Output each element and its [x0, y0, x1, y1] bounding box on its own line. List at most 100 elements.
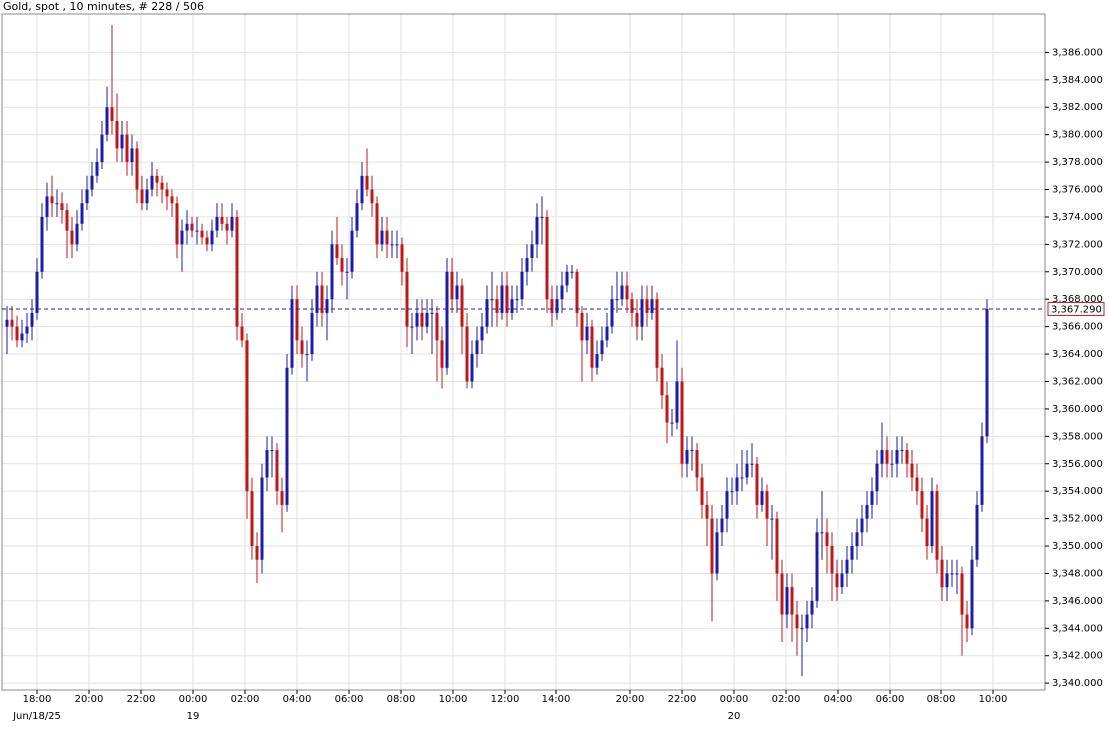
x-tick-label: 02:00: [772, 694, 801, 705]
candle-body: [615, 299, 619, 301]
candle-body: [595, 354, 599, 368]
candle-body: [815, 532, 819, 601]
candle-body: [265, 450, 269, 478]
candle-body: [855, 532, 859, 547]
candle-body: [150, 175, 154, 190]
candle-body: [625, 285, 629, 300]
candle-body: [50, 196, 54, 204]
candle-body: [130, 148, 134, 163]
candle-body: [805, 614, 809, 629]
y-tick-label: 3,350.000: [1052, 541, 1103, 552]
y-tick-label: 3,372.000: [1052, 239, 1103, 250]
x-tick-label: 04:00: [283, 694, 312, 705]
candle-body: [490, 299, 494, 301]
candle-body: [825, 532, 829, 547]
candle-body: [215, 216, 219, 231]
y-tick-label: 3,340.000: [1052, 678, 1103, 689]
candle-body: [770, 518, 774, 520]
candle-body: [860, 518, 864, 533]
y-tick-label: 3,342.000: [1052, 651, 1103, 662]
y-tick-label: 3,356.000: [1052, 459, 1103, 470]
candle-body: [935, 491, 939, 560]
candle-body: [90, 175, 94, 190]
candle-body: [60, 203, 64, 211]
candle-body: [160, 182, 164, 190]
candle-body: [340, 258, 344, 272]
candle-body: [740, 477, 744, 479]
candle-body: [525, 258, 529, 272]
candle-body: [885, 450, 889, 464]
x-tick-label: 20:00: [616, 694, 645, 705]
candle-body: [930, 491, 934, 547]
y-tick-label: 3,346.000: [1052, 596, 1103, 607]
candle-body: [40, 216, 44, 272]
candle-body: [70, 230, 74, 245]
candle-body: [5, 319, 9, 327]
candle-body: [485, 299, 489, 327]
candle-body: [650, 299, 654, 313]
x-tick-label: 06:00: [335, 694, 364, 705]
candle-body: [645, 299, 649, 313]
candle-body: [915, 477, 919, 492]
y-tick-label: 3,370.000: [1052, 267, 1103, 278]
candle-body: [800, 628, 804, 630]
candle-body: [755, 463, 759, 505]
x-tick-label: 10:00: [439, 694, 468, 705]
candle-body: [250, 491, 254, 547]
candle-body: [940, 559, 944, 588]
candle-body: [630, 299, 634, 313]
candle-body: [290, 299, 294, 368]
y-tick-label: 3,366.000: [1052, 322, 1103, 333]
candle-body: [760, 491, 764, 505]
candle-body: [35, 271, 39, 313]
candle-body: [510, 299, 514, 313]
candle-body: [735, 477, 739, 492]
date-label: 20: [728, 711, 741, 722]
candle-body: [965, 614, 969, 629]
candle-body: [220, 216, 224, 224]
candle-body: [955, 573, 959, 575]
y-tick-label: 3,358.000: [1052, 431, 1103, 442]
candle-body: [845, 559, 849, 574]
y-tick-label: 3,386.000: [1052, 47, 1103, 58]
candle-body: [720, 518, 724, 533]
candle-body: [690, 450, 694, 452]
candle-body: [95, 162, 99, 176]
candle-body: [375, 203, 379, 245]
candle-body: [205, 237, 209, 245]
x-tick-label: 22:00: [127, 694, 156, 705]
candle-body: [470, 354, 474, 382]
candle-body: [950, 573, 954, 575]
candle-body: [900, 450, 904, 452]
candle-body: [330, 244, 334, 300]
candle-body: [440, 340, 444, 368]
candle-body: [105, 107, 109, 135]
candle-body: [580, 312, 584, 341]
candle-body: [320, 285, 324, 313]
candle-body: [640, 299, 644, 327]
candle-body: [310, 312, 314, 355]
candle-body: [850, 546, 854, 560]
plot-frame: [1, 13, 1046, 691]
y-tick-label: 3,354.000: [1052, 486, 1103, 497]
candle-body: [345, 271, 349, 273]
last-price-label: 3,367.290: [1051, 304, 1102, 315]
candle-body: [545, 216, 549, 300]
x-tick-label: 10:00: [979, 694, 1008, 705]
candle-body: [180, 230, 184, 245]
candle-body: [460, 285, 464, 327]
candle-body: [705, 504, 709, 519]
candle-body: [240, 326, 244, 341]
x-tick-label: 08:00: [927, 694, 956, 705]
y-tick-label: 3,384.000: [1052, 75, 1103, 86]
candle-body: [920, 491, 924, 519]
candle-body: [840, 573, 844, 588]
candle-body: [170, 196, 174, 204]
candle-body: [710, 518, 714, 574]
candle-body: [390, 244, 394, 246]
candle-body: [985, 308, 989, 437]
candle-body: [620, 285, 624, 300]
candle-body: [415, 312, 419, 327]
x-tick-label: 18:00: [23, 694, 52, 705]
